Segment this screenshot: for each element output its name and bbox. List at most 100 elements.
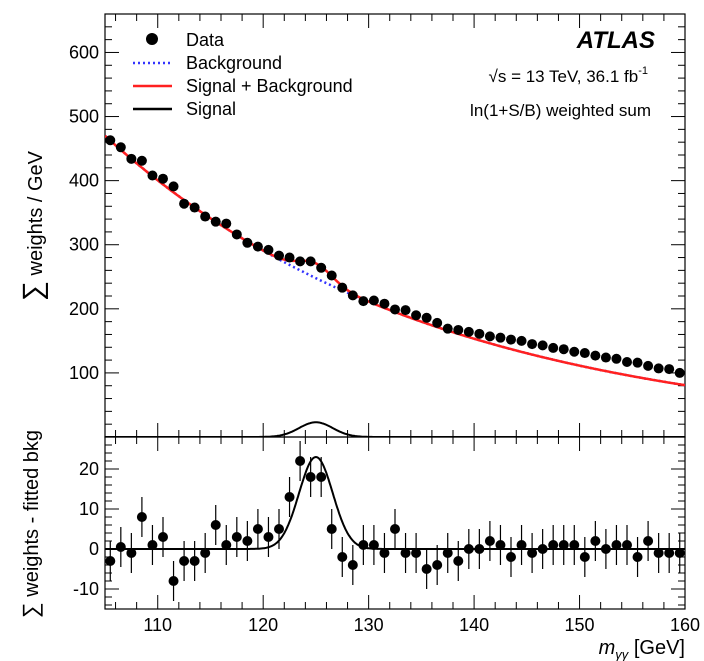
main-y-tick-label: 500 xyxy=(69,107,99,127)
ratio-y-tick-label: 0 xyxy=(89,539,99,559)
ratio-data-point xyxy=(622,540,632,550)
ratio-data-point xyxy=(115,542,126,552)
main-data-point xyxy=(337,282,348,293)
ratio-data-point xyxy=(252,524,263,534)
ratio-data-point xyxy=(263,532,274,542)
ratio-x-tick-label: 150 xyxy=(565,615,595,635)
main-data-point xyxy=(158,173,168,184)
ratio-data-point xyxy=(548,540,559,550)
main-data-point xyxy=(453,324,464,335)
ratio-data-point xyxy=(274,524,284,534)
main-data-point xyxy=(136,155,147,166)
ratio-data-point xyxy=(168,576,179,586)
ratio-data-point xyxy=(210,520,221,530)
main-data-point xyxy=(263,244,274,255)
legend: Data Background Signal + Background Sign… xyxy=(133,30,353,119)
ratio-data-point xyxy=(316,472,327,482)
main-data-point xyxy=(400,305,411,316)
main-data-point xyxy=(305,256,316,267)
ratio-y-tick-label: 10 xyxy=(79,499,99,519)
ratio-data-point xyxy=(516,540,527,550)
ratio-data-point xyxy=(569,540,580,550)
main-data-point xyxy=(115,142,126,153)
legend-background-label: Background xyxy=(186,53,282,73)
ratio-data-point xyxy=(537,544,548,554)
background-fit-line xyxy=(105,134,685,387)
main-data-point xyxy=(189,202,200,213)
main-y-ticks: 100 200 300 400 500 600 xyxy=(69,13,685,425)
ratio-data-point xyxy=(326,524,337,534)
main-y-tick-label: 100 xyxy=(69,363,99,383)
ratio-data-point xyxy=(158,532,168,542)
main-data-point xyxy=(537,340,548,351)
ratio-data-point xyxy=(495,540,506,550)
ratio-x-tick-label: 110 xyxy=(143,615,172,635)
main-data-point xyxy=(274,250,284,261)
ratio-plot-frame xyxy=(104,436,686,610)
main-data-point xyxy=(347,290,358,301)
ratio-data-point xyxy=(421,564,432,574)
main-data-point xyxy=(516,335,527,346)
ratio-data-point xyxy=(147,540,158,550)
main-data-point xyxy=(674,367,685,378)
main-data-point xyxy=(179,198,190,209)
ratio-x-tick-label: 160 xyxy=(670,615,700,635)
main-data-point xyxy=(231,229,242,240)
main-data-point xyxy=(495,332,506,343)
main-data-point xyxy=(569,346,580,357)
ratio-data-point xyxy=(379,548,390,558)
main-y-tick-label: 600 xyxy=(69,42,99,62)
main-data-point xyxy=(506,334,516,345)
ratio-data-point xyxy=(558,540,569,550)
ratio-data-point xyxy=(674,548,685,558)
main-data-point xyxy=(316,262,327,273)
ratio-data-point xyxy=(126,548,137,558)
method-label: ln(1+S/B) weighted sum xyxy=(470,101,651,120)
legend-sb-label: Signal + Background xyxy=(186,76,353,96)
ratio-data-point xyxy=(411,548,422,558)
ratio-data-point xyxy=(136,512,147,522)
ratio-y-ticks: -10 0 10 20 xyxy=(73,436,685,606)
main-data-point xyxy=(590,350,601,361)
legend-signal-label: Signal xyxy=(186,99,236,119)
signal-line xyxy=(105,421,685,437)
main-data-point xyxy=(368,295,379,306)
main-data-point xyxy=(390,304,400,315)
ratio-data-point xyxy=(653,548,664,558)
ratio-y-tick-label: -10 xyxy=(73,579,99,599)
ratio-data-point xyxy=(579,552,590,562)
main-data-point xyxy=(632,357,643,368)
ratio-data-point xyxy=(590,536,601,546)
experiment-label: ATLAS xyxy=(576,27,655,54)
signal-plus-background-line xyxy=(105,134,685,387)
ratio-data-point xyxy=(242,536,253,546)
ratio-data-point xyxy=(463,544,474,554)
main-data-point xyxy=(611,353,622,364)
ratio-data-point xyxy=(189,556,200,566)
main-data-point xyxy=(379,298,390,309)
main-data-point xyxy=(558,344,569,355)
main-data-point xyxy=(421,312,432,323)
main-data-point xyxy=(484,331,495,342)
main-data-point xyxy=(242,237,253,248)
ratio-data-point xyxy=(484,536,495,546)
main-data-point xyxy=(252,241,263,252)
ratio-data-point xyxy=(284,492,295,502)
main-data-point xyxy=(548,342,559,353)
ratio-data-points xyxy=(105,441,685,601)
ratio-data-point xyxy=(600,544,611,554)
main-y-tick-label: 300 xyxy=(69,235,99,255)
ratio-x-tick-label: 120 xyxy=(248,615,278,635)
ratio-data-point xyxy=(295,456,306,466)
main-data-point xyxy=(326,270,337,281)
ratio-y-tick-label: 20 xyxy=(79,459,99,479)
legend-data-marker xyxy=(146,33,158,45)
ratio-data-point xyxy=(200,548,211,558)
main-data-point xyxy=(168,181,179,192)
main-data-point xyxy=(653,363,664,374)
ratio-data-point xyxy=(179,556,190,566)
main-data-point xyxy=(284,252,295,263)
ratio-data-point xyxy=(358,540,369,550)
ratio-data-point xyxy=(474,544,485,554)
